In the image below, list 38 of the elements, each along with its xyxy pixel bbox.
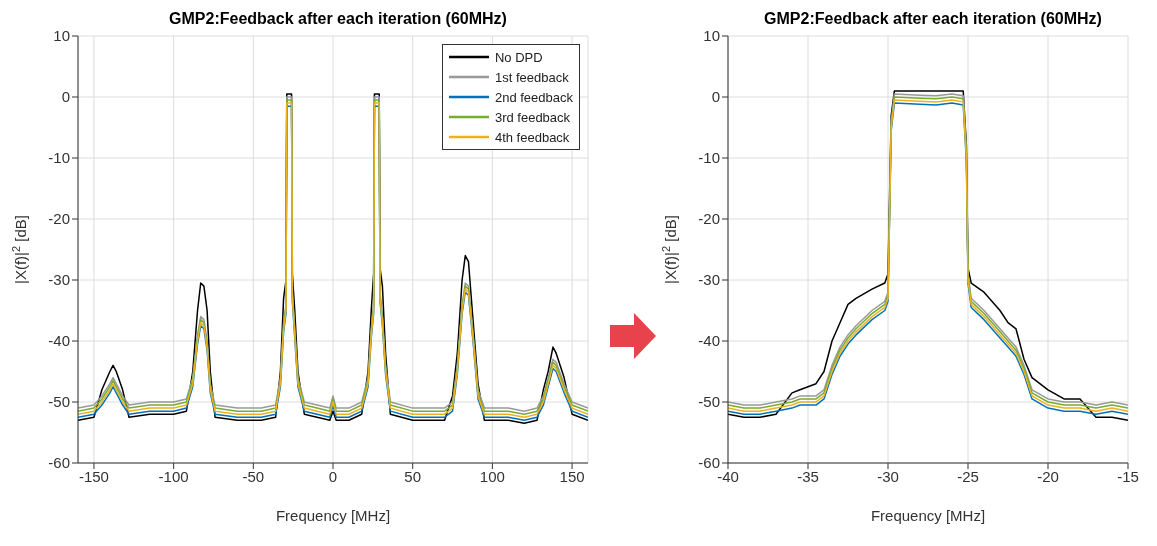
y-tick-label: 0 <box>61 88 70 106</box>
chart-title: GMP2:Feedback after each iteration (60MHz) <box>168 10 508 28</box>
x-tick-label: 0 <box>328 467 338 485</box>
x-axis-title: Frequency [MHz] <box>275 507 391 524</box>
y-tick-label: -30 <box>698 271 720 289</box>
x-tick-label: -15 <box>1117 467 1139 485</box>
y-tick-label: -20 <box>698 210 720 228</box>
y-tick-label: -30 <box>48 271 70 289</box>
x-tick-label: 100 <box>479 467 505 485</box>
y-tick-label: -20 <box>48 210 70 228</box>
y-tick-label: 10 <box>703 27 720 45</box>
y-tick-label: -40 <box>698 332 720 350</box>
y-tick-label: -40 <box>48 332 70 350</box>
y-tick-label: 10 <box>53 27 70 45</box>
legend-label: No DPD <box>494 49 543 65</box>
y-tick-label: -60 <box>48 454 70 472</box>
y-tick-label: -50 <box>48 393 70 411</box>
x-tick-label: -100 <box>158 467 189 485</box>
x-tick-label: -40 <box>717 467 739 485</box>
x-tick-label: -150 <box>78 467 109 485</box>
x-tick-label: -20 <box>1037 467 1059 485</box>
x-tick-label: -30 <box>877 467 899 485</box>
x-tick-label: 50 <box>404 467 422 485</box>
x-axis-title: Frequency [MHz] <box>870 507 986 524</box>
legend-label: 2nd feedback <box>494 89 573 105</box>
chart-title: GMP2:Feedback after each iteration (60MHz) <box>763 10 1103 28</box>
x-tick-label: -35 <box>797 467 819 485</box>
x-tick-label: 150 <box>559 467 585 485</box>
y-tick-label: -60 <box>698 454 720 472</box>
y-tick-label: -10 <box>698 149 720 167</box>
x-tick-label: -50 <box>242 467 265 485</box>
y-tick-label: -10 <box>48 149 70 167</box>
legend-label: 3rd feedback <box>494 109 571 125</box>
legend-label: 1st feedback <box>494 69 569 85</box>
legend-label: 4th feedback <box>494 129 570 145</box>
x-tick-label: -25 <box>957 467 979 485</box>
y-tick-label: 0 <box>711 88 720 106</box>
y-tick-label: -50 <box>698 393 720 411</box>
